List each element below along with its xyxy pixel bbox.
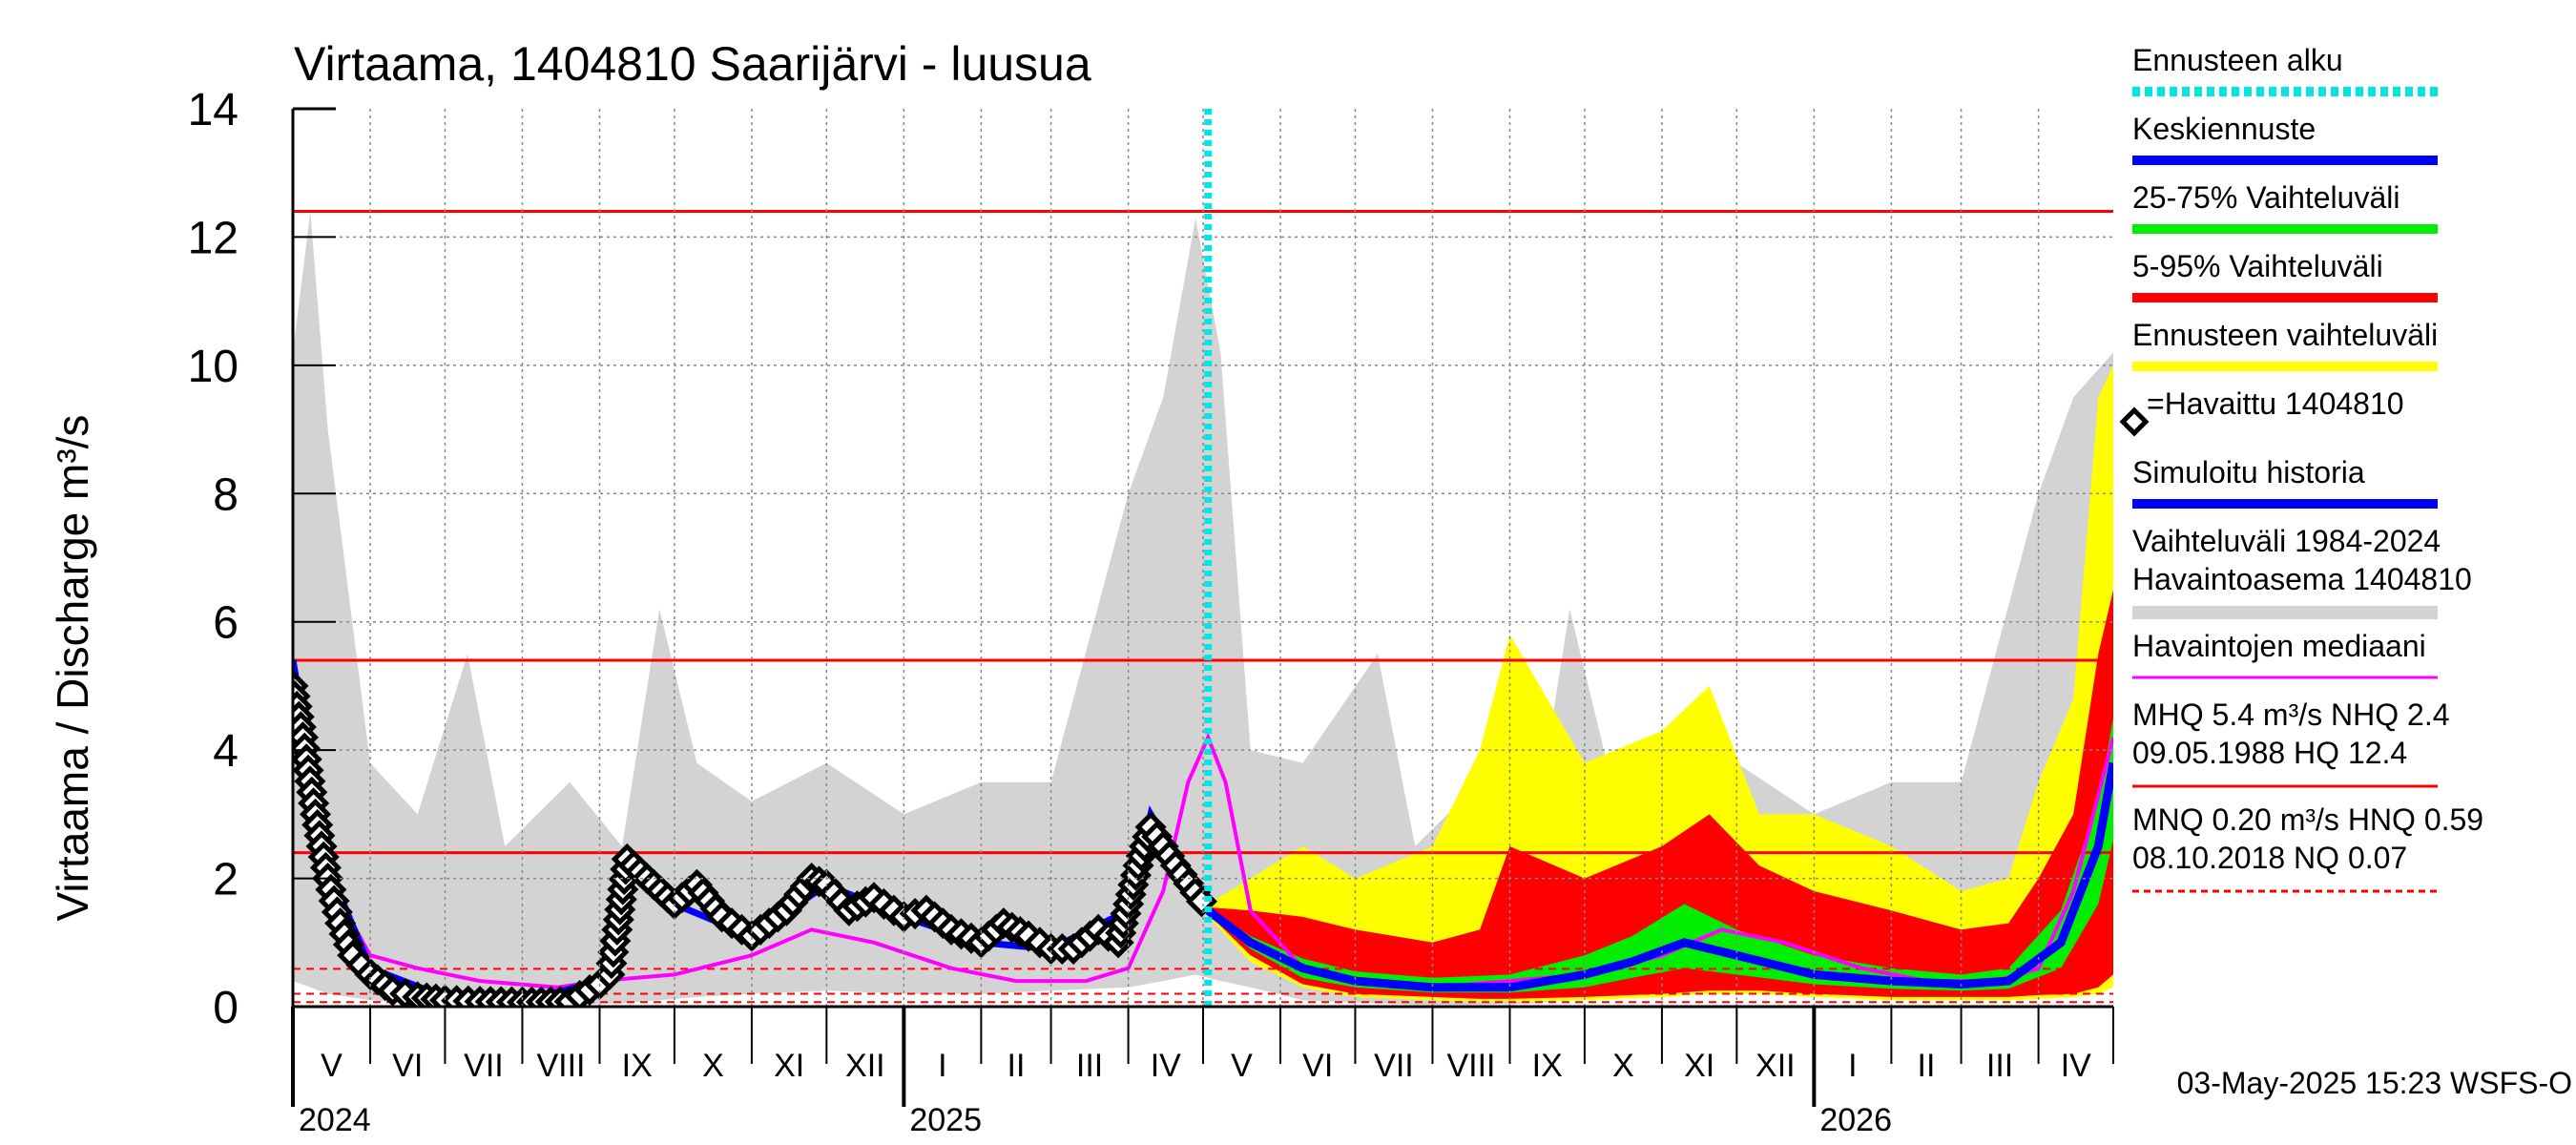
y-tick-label: 0: [213, 983, 239, 1033]
legend-label: MNQ 0.20 m³/s HNQ 0.59: [2132, 802, 2483, 837]
month-label: VI: [1302, 1048, 1333, 1084]
legend-label: 08.10.2018 NQ 0.07: [2132, 841, 2407, 875]
legend-label: Ennusteen alku: [2132, 43, 2343, 77]
legend-label: 5-95% Vaihteluväli: [2132, 249, 2383, 283]
legend-label: Ennusteen vaihteluväli: [2132, 318, 2438, 352]
y-tick-label: 10: [188, 342, 239, 392]
legend: Ennusteen alku Keskiennuste 25-75% Vaihtel…: [2119, 43, 2483, 893]
month-label: VIII: [1446, 1048, 1495, 1084]
month-label: VIII: [536, 1048, 585, 1084]
month-label: VII: [1374, 1048, 1414, 1084]
month-label: XI: [774, 1048, 804, 1084]
legend-label: 09.05.1988 HQ 12.4: [2132, 736, 2407, 770]
y-tick-label: 12: [188, 213, 239, 263]
legend-label: Havaintoasema 1404810: [2132, 562, 2472, 596]
y-tick-label: 6: [213, 598, 239, 649]
month-label: V: [321, 1048, 343, 1084]
month-label: II: [1918, 1048, 1936, 1084]
month-label: IX: [622, 1048, 653, 1084]
month-label: VII: [464, 1048, 504, 1084]
y-tick-label: 8: [213, 469, 239, 520]
legend-label: Keskiennuste: [2132, 112, 2316, 146]
legend-label: MHQ 5.4 m³/s NHQ 2.4: [2132, 697, 2450, 732]
y-tick-label: 14: [188, 85, 239, 135]
month-label: I: [938, 1048, 946, 1084]
month-label: X: [1612, 1048, 1634, 1084]
mean-forecast-line: [1205, 761, 2113, 992]
month-label: I: [1848, 1048, 1857, 1084]
y-axis-label: Virtaama / Discharge m³/s: [48, 415, 97, 922]
year-label: 2026: [1819, 1102, 1892, 1138]
year-label: 2025: [909, 1102, 982, 1138]
chart-title: Virtaama, 1404810 Saarijärvi - luusua: [294, 37, 1091, 91]
legend-label: Simuloitu historia: [2132, 455, 2365, 489]
legend-observed-symbol: [2119, 406, 2150, 437]
legend-label: Havaintojen mediaani: [2132, 629, 2426, 663]
month-label: III: [1076, 1048, 1103, 1084]
month-label: XI: [1684, 1048, 1714, 1084]
month-label: II: [1008, 1048, 1026, 1084]
legend-label: 25-75% Vaihteluväli: [2132, 180, 2399, 215]
month-label: IV: [1151, 1048, 1181, 1084]
month-label: XII: [845, 1048, 885, 1084]
month-label: V: [1231, 1048, 1253, 1084]
legend-label: Vaihteluväli 1984-2024: [2132, 524, 2441, 558]
y-tick-label: 2: [213, 855, 239, 906]
y-tick-label: 4: [213, 726, 239, 777]
month-label: X: [702, 1048, 724, 1084]
footer-timestamp: 03-May-2025 15:23 WSFS-O: [2177, 1066, 2572, 1100]
month-label: IX: [1532, 1048, 1563, 1084]
month-label: III: [1986, 1048, 2013, 1084]
plot-data-layer: [293, 210, 2113, 1007]
month-label: VI: [392, 1048, 423, 1084]
median-line: [293, 732, 2113, 989]
year-label: 2024: [299, 1102, 371, 1138]
legend-label: =Havaittu 1404810: [2147, 386, 2404, 421]
month-label: IV: [2061, 1048, 2091, 1084]
month-label: XII: [1755, 1048, 1796, 1084]
